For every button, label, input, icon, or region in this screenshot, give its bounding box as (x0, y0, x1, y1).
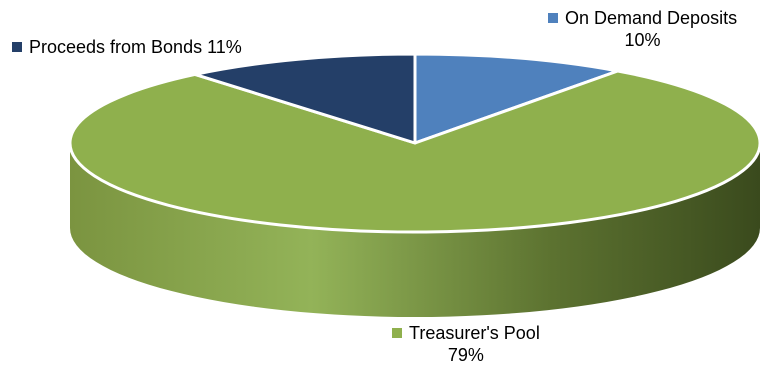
label-on-demand-deposits: On Demand Deposits 10% (548, 7, 737, 51)
legend-swatch-bonds (12, 42, 22, 52)
pie-side-wall (70, 143, 760, 317)
pie-slice-treasurer-s-pool (68, 69, 762, 234)
label-pool-value: 79% (447, 345, 484, 365)
label-on-demand-name: On Demand Deposits (565, 8, 738, 28)
label-pool-name: Treasurer's Pool (409, 323, 540, 343)
legend-swatch-on-demand (548, 13, 558, 23)
pie-slice-on-demand-deposits (413, 52, 620, 145)
label-bonds-name: Proceeds from Bonds (29, 37, 203, 57)
label-bonds-value: 11% (207, 37, 242, 57)
label-on-demand-value: 10% (624, 30, 661, 50)
label-treasurers-pool: Treasurer's Pool 79% (392, 322, 540, 366)
label-proceeds-from-bonds: Proceeds from Bonds 11% (12, 36, 242, 58)
legend-swatch-pool (392, 328, 402, 338)
pie-slice-proceeds-from-bonds (193, 52, 417, 145)
